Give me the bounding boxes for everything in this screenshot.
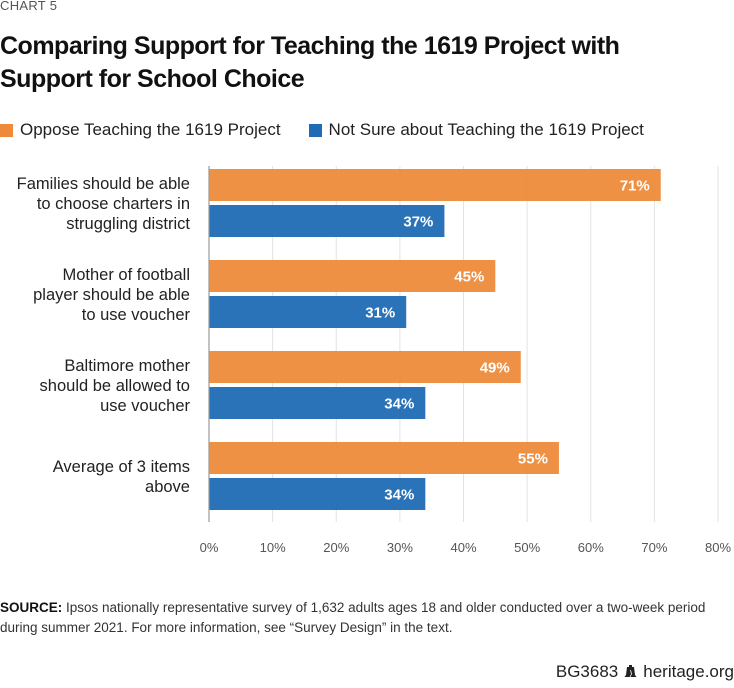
category-label-line: should be allowed to — [40, 377, 190, 395]
bar-value-label: 49% — [480, 360, 510, 377]
bar-not-sure — [209, 478, 426, 510]
report-code: BG3683 — [555, 662, 619, 681]
category-label-line: above — [145, 478, 190, 496]
bar-oppose — [209, 351, 521, 383]
legend-label-not-sure: Not Sure about Teaching the 1619 Project — [328, 120, 644, 139]
x-tick-label: 50% — [514, 540, 540, 555]
bar-value-label: 37% — [403, 214, 433, 231]
site-link[interactable]: heritage.org — [643, 662, 734, 681]
bar-not-sure — [209, 387, 426, 419]
legend: Oppose Teaching the 1619 Project Not Sur… — [0, 120, 672, 140]
source-text: Ipsos nationally representative survey o… — [0, 600, 706, 635]
source-label: SOURCE: — [0, 600, 63, 615]
category-label: Baltimore mother should be allowed to use … — [40, 357, 191, 415]
x-tick-label: 30% — [387, 540, 413, 555]
x-tick-label: 80% — [705, 540, 731, 555]
category-label-line: Mother of football — [63, 266, 191, 284]
category-label-line: Average of 3 items — [53, 458, 190, 476]
legend-item-oppose: Oppose Teaching the 1619 Project — [0, 120, 281, 140]
bar-value-label: 45% — [454, 269, 484, 286]
bar-chart: 0% 10% 20% 30% 40% 50% 60% 70% 80% 71% 37% Families… — [17, 166, 731, 555]
footer: BG3683 heritage.org — [556, 662, 734, 682]
x-tick-label: 70% — [641, 540, 667, 555]
category-label: Families should be able to choose charter… — [17, 175, 191, 233]
category-label-line: Baltimore mother — [64, 357, 190, 375]
bar-value-label: 34% — [384, 396, 414, 413]
bar-oppose — [209, 442, 559, 474]
category-label-line: to choose charters in — [37, 195, 190, 213]
x-tick-label: 60% — [578, 540, 604, 555]
category-label-line: to use voucher — [82, 306, 191, 324]
bar-oppose — [209, 260, 496, 292]
legend-swatch-not-sure — [308, 123, 322, 137]
source-note: SOURCE: Ipsos nationally representative … — [0, 598, 720, 638]
legend-swatch-oppose — [0, 123, 13, 137]
x-tick-label: 40% — [450, 540, 476, 555]
bar-value-label: 34% — [384, 487, 414, 504]
x-tick-label: 20% — [323, 540, 349, 555]
bar-not-sure — [209, 205, 445, 237]
category-label: Mother of football player should be able t… — [33, 266, 190, 324]
category-label: Average of 3 items above — [53, 458, 190, 496]
x-tick-label: 10% — [260, 540, 286, 555]
category-label-line: player should be able — [33, 286, 190, 304]
category-label-line: Families should be able — [17, 175, 190, 193]
legend-item-not-sure: Not Sure about Teaching the 1619 Project — [308, 120, 644, 140]
category-label-line: use voucher — [100, 397, 190, 415]
bar-value-label: 71% — [620, 178, 650, 195]
category-label-line: struggling district — [66, 215, 190, 233]
chart-title: Comparing Support for Teaching the 1619 … — [0, 32, 620, 93]
bar-oppose — [209, 169, 661, 201]
chart-number: CHART 5 — [0, 0, 58, 13]
bar-value-label: 55% — [518, 451, 548, 468]
bar-value-label: 31% — [365, 305, 395, 322]
liberty-bell-icon — [624, 665, 637, 678]
x-tick-label: 0% — [200, 540, 219, 555]
legend-label-oppose: Oppose Teaching the 1619 Project — [20, 120, 281, 139]
bar-not-sure — [209, 296, 407, 328]
